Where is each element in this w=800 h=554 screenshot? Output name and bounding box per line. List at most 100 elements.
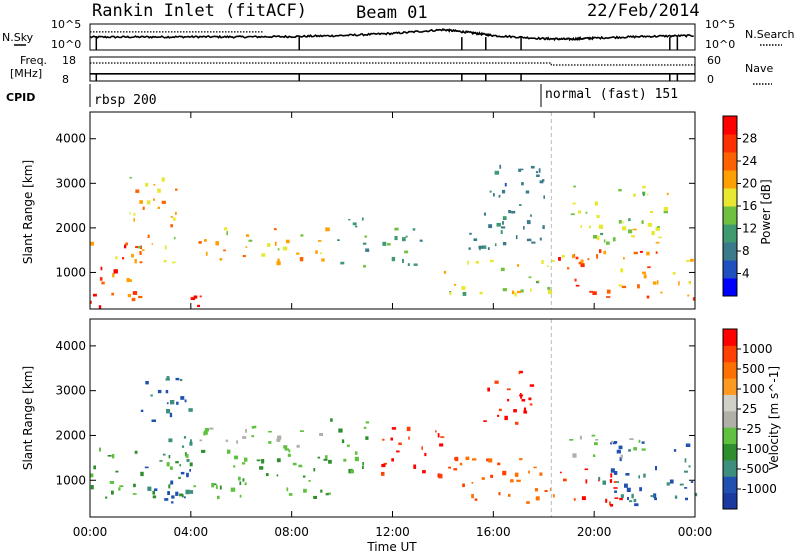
heatmap-cell xyxy=(298,464,303,468)
heatmap-cell xyxy=(496,222,501,227)
heatmap-cell xyxy=(171,501,174,504)
heatmap-cell xyxy=(618,189,622,192)
heatmap-cell xyxy=(118,487,121,491)
heatmap-cell xyxy=(618,220,622,224)
heatmap-cell xyxy=(606,241,610,245)
heatmap-cell xyxy=(641,448,646,451)
heatmap-cell xyxy=(211,482,215,488)
heatmap-cell xyxy=(168,484,171,489)
nave-series-line xyxy=(90,62,695,66)
heatmap-cell xyxy=(190,439,192,442)
heatmap-cell xyxy=(199,439,203,442)
heatmap-cell xyxy=(552,494,555,498)
heatmap-cell xyxy=(261,253,266,257)
heatmap-cell xyxy=(157,188,161,193)
heatmap-cell xyxy=(525,190,530,194)
heatmap-cell xyxy=(626,487,631,492)
heatmap-cell xyxy=(530,214,532,217)
heatmap-cell xyxy=(620,494,624,498)
heatmap-cell xyxy=(313,468,316,472)
heatmap-cell xyxy=(198,241,202,244)
heatmap-cell xyxy=(622,226,627,231)
heatmap-cell xyxy=(175,188,178,191)
heatmap-cell xyxy=(596,215,600,218)
heatmap-cell xyxy=(512,290,515,295)
noise-series xyxy=(89,27,694,50)
heatmap-cell xyxy=(142,206,145,210)
heatmap-cell xyxy=(405,235,408,238)
heatmap-cell xyxy=(173,236,176,240)
heatmap-cell xyxy=(238,476,241,481)
heatmap-cell xyxy=(580,259,584,264)
heatmap-cell xyxy=(581,496,586,501)
heatmap-cell xyxy=(506,388,511,391)
heatmap-cell xyxy=(419,239,423,242)
heatmap-cell xyxy=(183,496,186,499)
heatmap-cell xyxy=(539,180,544,184)
heatmap-cell xyxy=(153,198,155,201)
colorbar-tick-label-3: 25 xyxy=(742,402,757,416)
heatmap-cell xyxy=(628,449,631,452)
heatmap-cell xyxy=(162,453,166,456)
heatmap-cell xyxy=(609,479,613,483)
heatmap-cell xyxy=(483,420,487,422)
heatmap-cell xyxy=(594,442,598,446)
heatmap-cell xyxy=(438,473,443,479)
time-tick-label-3: 12:00 xyxy=(375,525,410,539)
cpid-segment-1: normal (fast) 151 xyxy=(545,87,678,102)
heatmap-cell xyxy=(381,464,386,468)
heatmap-cell xyxy=(328,459,332,464)
heatmap-cell xyxy=(365,421,370,424)
heatmap-cell xyxy=(169,466,173,470)
range-tick-label-3: 4000 xyxy=(55,339,86,353)
heatmap-cell xyxy=(171,495,175,499)
heatmap-cell xyxy=(424,452,427,457)
heatmap-cell xyxy=(151,243,154,245)
heatmap-cell xyxy=(134,450,138,454)
heatmap-cell xyxy=(501,226,506,229)
heatmap-cell xyxy=(315,250,318,254)
cpid-segment-0: rbsp 200 xyxy=(94,93,157,108)
heatmap-cell xyxy=(535,171,538,174)
heatmap-cell xyxy=(611,440,613,444)
heatmap-cell xyxy=(472,458,477,461)
heatmap-cell xyxy=(461,286,466,290)
heatmap-cell xyxy=(193,295,198,299)
heatmap-cell xyxy=(133,213,136,216)
colorbar-swatch xyxy=(723,492,737,510)
heatmap-cell xyxy=(135,246,139,249)
heatmap-cell xyxy=(694,492,698,497)
power-range-axis-label: Slant Range [km] xyxy=(21,160,35,264)
heatmap-cell xyxy=(504,182,507,187)
range-tick-label-2: 3000 xyxy=(55,176,86,190)
heatmap-cell xyxy=(236,440,238,444)
colorbar-swatch xyxy=(723,345,737,363)
heatmap-cell xyxy=(113,269,118,274)
heatmap-cell xyxy=(511,210,516,214)
heatmap-cell xyxy=(165,378,170,381)
heatmap-cell xyxy=(502,242,507,246)
colorbar-swatch xyxy=(723,224,737,243)
heatmap-cell xyxy=(152,490,156,495)
colorbar-swatch xyxy=(723,242,737,261)
heatmap-cell xyxy=(488,458,493,463)
heatmap-cell xyxy=(475,261,479,264)
heatmap-cell xyxy=(437,433,440,438)
heatmap-cell xyxy=(523,410,528,414)
heatmap-cell xyxy=(422,470,426,474)
heatmap-cell xyxy=(99,447,101,452)
heatmap-cell xyxy=(124,244,127,249)
heatmap-cell xyxy=(468,247,471,250)
heatmap-cell xyxy=(248,239,253,242)
heatmap-cell xyxy=(408,436,410,440)
heatmap-cell xyxy=(490,474,494,478)
heatmap-cell xyxy=(340,261,345,265)
heatmap-cell xyxy=(139,261,143,264)
heatmap-cell xyxy=(606,289,611,294)
heatmap-cell xyxy=(179,493,184,497)
heatmap-cell xyxy=(172,261,176,264)
heatmap-cell xyxy=(537,279,540,282)
heatmap-cell xyxy=(180,396,185,400)
heatmap-cell xyxy=(523,407,526,412)
heatmap-cell xyxy=(166,409,171,414)
